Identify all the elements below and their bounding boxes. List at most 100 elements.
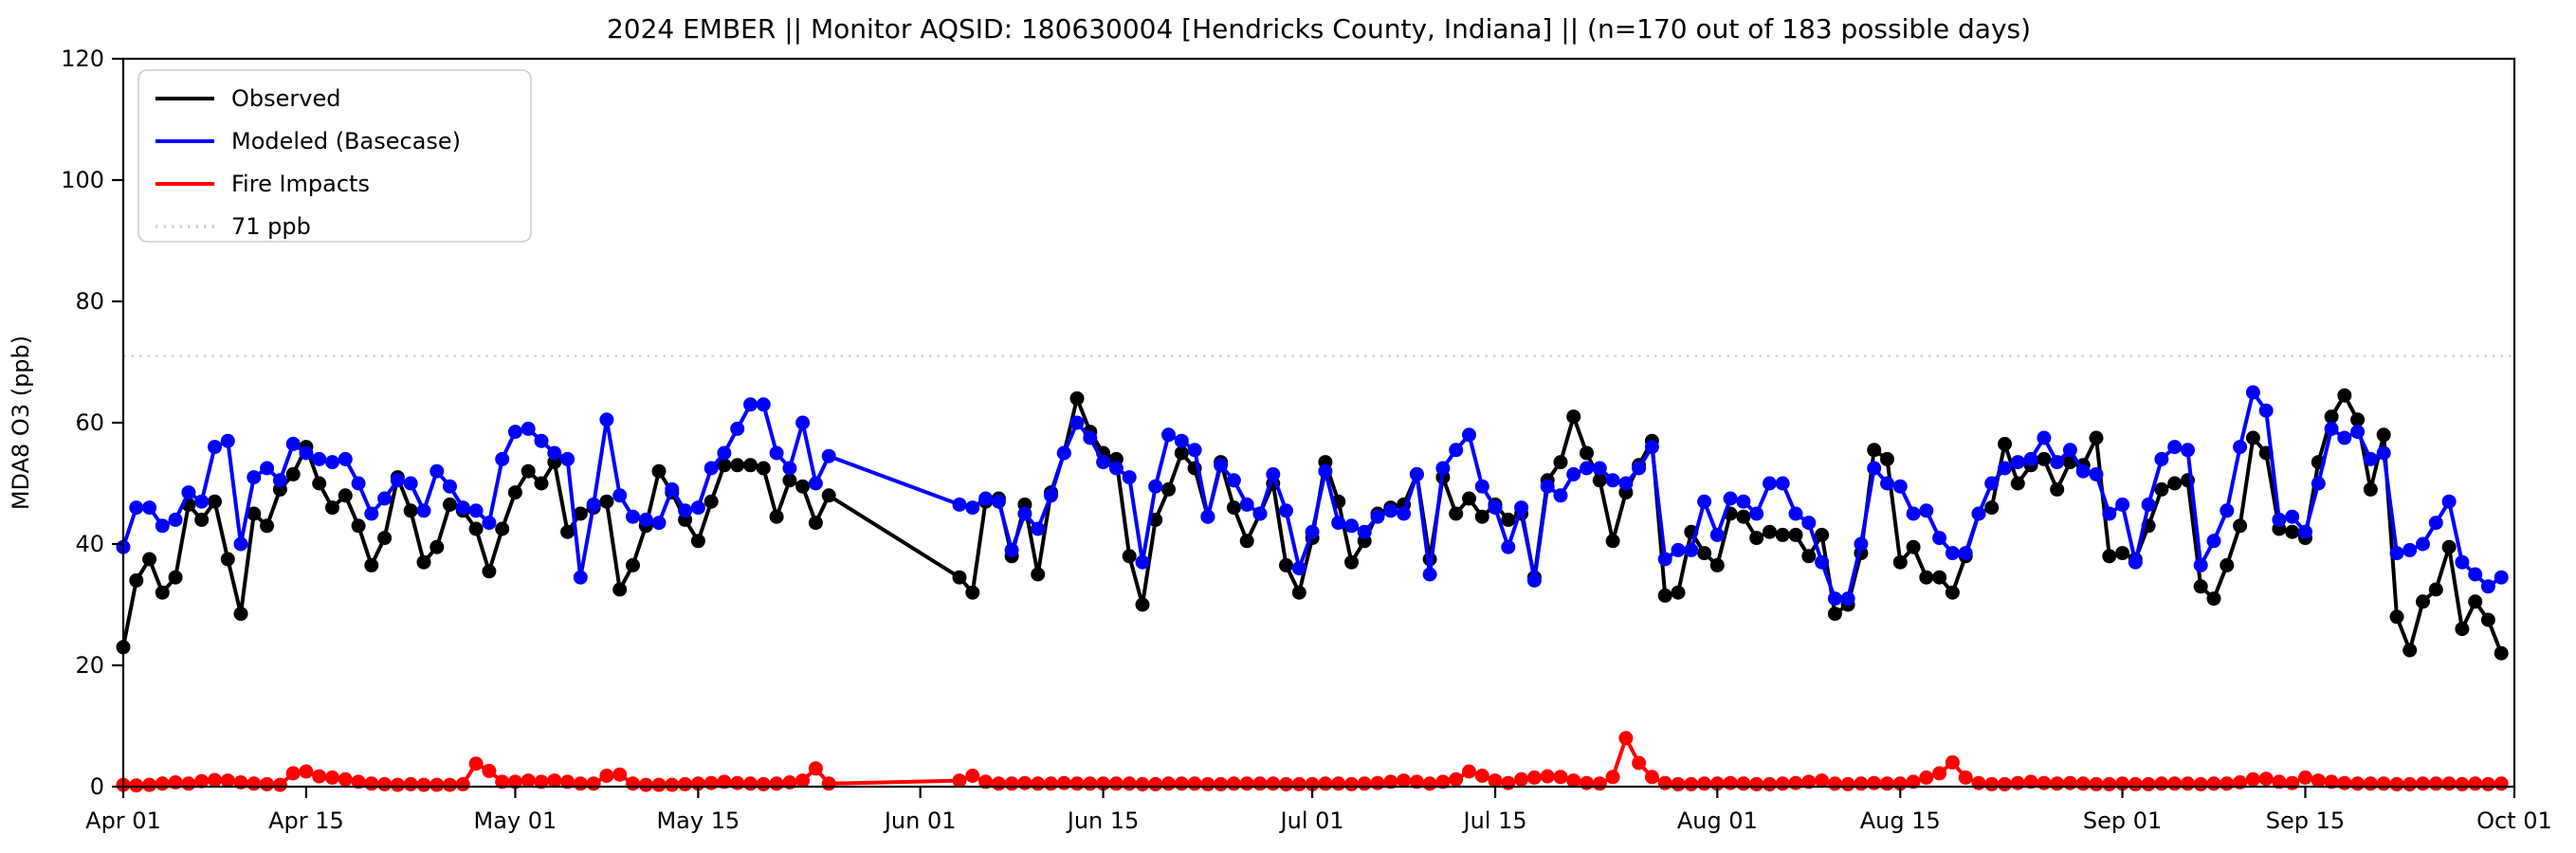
- data-point-observed: [129, 572, 144, 588]
- data-point-fire-impacts: [2311, 773, 2326, 789]
- data-point-fire-impacts: [468, 756, 484, 771]
- data-point-observed: [965, 585, 980, 600]
- data-point-observed: [2037, 451, 2052, 466]
- data-point-observed: [1932, 570, 1947, 585]
- data-point-fire-impacts: [1775, 776, 1790, 791]
- data-point-observed: [1657, 588, 1672, 603]
- data-point-modeled-basecase: [1880, 476, 1894, 491]
- data-point-observed: [416, 554, 431, 570]
- data-point-modeled-basecase: [2258, 403, 2274, 418]
- data-point-modeled-basecase: [1749, 506, 1764, 521]
- data-point-observed: [769, 509, 784, 524]
- data-point-fire-impacts: [1187, 776, 1202, 791]
- data-point-observed: [599, 494, 614, 509]
- data-point-modeled-basecase: [312, 451, 327, 466]
- data-point-fire-impacts: [1161, 776, 1176, 791]
- data-point-fire-impacts: [1239, 776, 1254, 791]
- data-point-observed: [2480, 612, 2495, 627]
- data-point-fire-impacts: [1004, 776, 1019, 791]
- data-point-fire-impacts: [1644, 770, 1659, 785]
- data-point-modeled-basecase: [1618, 476, 1634, 491]
- data-point-fire-impacts: [2141, 776, 2156, 791]
- data-point-modeled-basecase: [952, 497, 967, 512]
- data-point-modeled-basecase: [795, 415, 811, 430]
- data-point-modeled-basecase: [1279, 503, 1293, 518]
- data-point-observed: [1984, 500, 2000, 516]
- data-point-fire-impacts: [1397, 773, 1412, 789]
- data-point-observed: [1775, 527, 1790, 542]
- data-point-modeled-basecase: [2441, 494, 2457, 509]
- x-tick-label: Sep 01: [2083, 808, 2162, 834]
- data-point-observed: [1279, 557, 1293, 572]
- data-point-fire-impacts: [1697, 776, 1712, 791]
- data-point-observed: [325, 500, 339, 516]
- data-point-fire-impacts: [2220, 776, 2235, 791]
- data-point-fire-impacts: [1357, 776, 1372, 791]
- data-point-observed: [208, 494, 222, 509]
- data-point-observed: [1880, 451, 1894, 466]
- data-point-fire-impacts: [769, 776, 784, 791]
- data-point-fire-impacts: [1632, 755, 1647, 771]
- data-point-observed: [2376, 427, 2391, 443]
- data-point-modeled-basecase: [1291, 561, 1306, 576]
- data-point-modeled-basecase: [1331, 516, 1346, 531]
- data-point-modeled-basecase: [338, 451, 353, 466]
- data-point-fire-impacts: [2468, 776, 2483, 791]
- data-point-modeled-basecase: [351, 476, 366, 491]
- data-point-observed: [443, 497, 457, 512]
- data-point-observed: [1709, 557, 1725, 572]
- data-point-observed: [1827, 607, 1842, 622]
- data-point-modeled-basecase: [403, 476, 418, 491]
- data-point-modeled-basecase: [1148, 479, 1163, 494]
- data-point-observed: [1671, 585, 1686, 600]
- data-point-modeled-basecase: [1632, 461, 1647, 476]
- data-point-modeled-basecase: [247, 470, 262, 485]
- data-point-fire-impacts: [952, 773, 967, 789]
- data-point-observed: [2193, 579, 2208, 594]
- data-point-fire-impacts: [2272, 774, 2287, 789]
- data-point-fire-impacts: [285, 766, 301, 781]
- data-point-fire-impacts: [1580, 775, 1594, 790]
- data-point-modeled-basecase: [690, 500, 705, 516]
- data-point-modeled-basecase: [1801, 516, 1817, 531]
- data-point-fire-impacts: [1056, 775, 1071, 790]
- legend-entry-label: Observed: [231, 85, 340, 112]
- data-point-modeled-basecase: [717, 445, 732, 461]
- data-point-fire-impacts: [1266, 776, 1281, 791]
- data-point-observed: [2102, 549, 2117, 564]
- data-point-fire-impacts: [1932, 766, 1947, 781]
- data-point-modeled-basecase: [1044, 488, 1058, 503]
- data-point-fire-impacts: [2389, 776, 2404, 791]
- data-point-modeled-basecase: [782, 461, 797, 476]
- data-point-fire-impacts: [1017, 775, 1032, 790]
- data-point-fire-impacts: [678, 776, 693, 791]
- data-point-modeled-basecase: [455, 500, 470, 516]
- legend: Observed Modeled (Basecase) Fire Impacts 71…: [137, 69, 532, 243]
- chart-title: 2024 EMBER || Monitor AQSID: 180630004 […: [607, 13, 2031, 45]
- data-point-modeled-basecase: [1709, 527, 1725, 542]
- data-point-observed: [2115, 546, 2130, 561]
- data-point-observed: [521, 463, 536, 479]
- data-point-fire-impacts: [2062, 775, 2077, 790]
- data-point-fire-impacts: [730, 775, 745, 790]
- data-point-fire-impacts: [2441, 776, 2457, 791]
- data-point-modeled-basecase: [181, 485, 196, 500]
- data-point-modeled-basecase: [2141, 497, 2156, 512]
- data-point-modeled-basecase: [2128, 554, 2143, 570]
- data-point-fire-impacts: [1383, 774, 1398, 789]
- data-point-modeled-basecase: [1318, 463, 1333, 479]
- data-point-observed: [1919, 570, 1934, 585]
- data-point-modeled-basecase: [743, 397, 758, 412]
- data-point-fire-impacts: [1422, 776, 1437, 791]
- data-point-fire-impacts: [2455, 776, 2470, 791]
- data-point-modeled-basecase: [155, 518, 170, 534]
- data-point-modeled-basecase: [1763, 476, 1777, 491]
- data-point-fire-impacts: [247, 776, 262, 791]
- data-point-fire-impacts: [586, 776, 601, 791]
- data-point-modeled-basecase: [1827, 591, 1842, 607]
- data-point-fire-impacts: [795, 773, 811, 789]
- data-point-observed: [1174, 445, 1189, 461]
- data-point-fire-impacts: [1867, 775, 1882, 790]
- data-point-modeled-basecase: [2167, 440, 2183, 455]
